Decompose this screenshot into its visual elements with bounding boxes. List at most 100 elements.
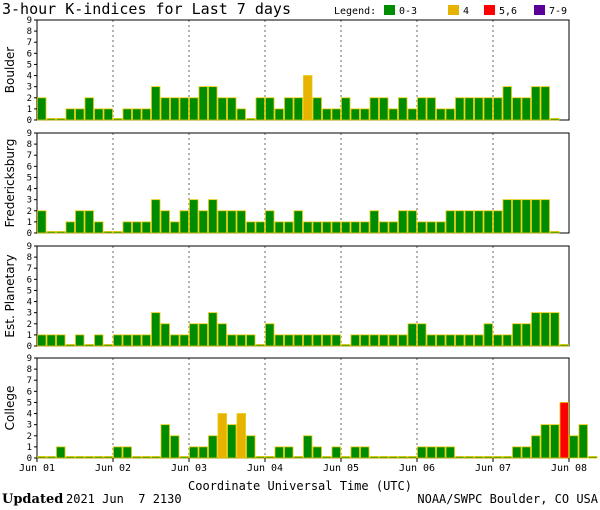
k-index-bar [198, 86, 208, 121]
y-tick-label: 6 [27, 275, 32, 285]
k-index-bar [274, 334, 284, 347]
k-index-bar [65, 456, 75, 459]
legend-swatch-1 [384, 5, 395, 15]
k-index-bar [369, 97, 379, 121]
k-index-bar [512, 446, 522, 459]
k-index-bar [407, 210, 417, 234]
y-tick-label: 1 [27, 105, 32, 115]
k-index-bar [398, 456, 408, 459]
k-index-bar [284, 97, 294, 121]
k-index-bar [350, 446, 360, 459]
k-index-bar [407, 108, 417, 121]
k-index-bar [75, 210, 85, 234]
k-index-bar [569, 435, 579, 459]
k-index-bar [170, 334, 180, 347]
k-index-bar [436, 108, 446, 121]
k-index-bar [445, 108, 455, 121]
x-tick-label: Jun 05 [323, 463, 359, 474]
k-index-bar [398, 97, 408, 121]
k-index-bar [189, 446, 199, 459]
y-tick-label: 4 [27, 72, 32, 82]
x-tick-label: Jun 02 [95, 463, 131, 474]
k-index-bar [151, 312, 161, 347]
y-tick-label: 9 [27, 242, 32, 252]
panel-frame [36, 245, 570, 347]
y-tick-label: 4 [27, 410, 32, 420]
k-index-bar [208, 199, 218, 234]
k-index-bar [417, 221, 427, 234]
k-index-bar [170, 97, 180, 121]
k-index-bar [208, 312, 218, 347]
k-index-bar [65, 221, 75, 234]
k-index-bar [407, 456, 417, 459]
y-tick-label: 8 [27, 27, 32, 37]
chart-title: 3-hour K-indices for Last 7 days [2, 0, 291, 18]
k-index-bar [388, 456, 398, 459]
k-index-bar [464, 334, 474, 347]
k-index-bar [103, 456, 113, 459]
k-index-bar [303, 75, 313, 121]
k-index-bar [436, 334, 446, 347]
panel-frame [36, 357, 570, 459]
k-index-bar [398, 334, 408, 347]
k-index-bar [312, 97, 322, 121]
k-index-bar [284, 334, 294, 347]
k-index-bar [151, 199, 161, 234]
k-index-bar [274, 221, 284, 234]
k-index-bar [331, 446, 341, 459]
k-index-bar [360, 446, 370, 459]
k-index-bar [94, 456, 104, 459]
k-index-bar [483, 210, 493, 234]
k-index-bar [179, 97, 189, 121]
k-index-bar [550, 231, 560, 234]
x-tick-label: Jun 07 [475, 463, 511, 474]
k-index-bar [540, 312, 550, 347]
k-index-bar [474, 334, 484, 347]
k-index-bar [198, 446, 208, 459]
k-index-bar [56, 334, 66, 347]
k-index-bar [493, 97, 503, 121]
k-index-bar [113, 446, 123, 459]
k-index-bar [246, 334, 256, 347]
k-index-bar [521, 97, 531, 121]
k-index-bar [493, 456, 503, 459]
k-index-bar [236, 108, 246, 121]
y-tick-label: 9 [27, 16, 32, 26]
y-tick-label: 0 [27, 454, 32, 464]
y-tick-label: 1 [27, 443, 32, 453]
k-index-bar [531, 312, 541, 347]
k-index-bar [103, 231, 113, 234]
y-tick-label: 2 [27, 432, 32, 442]
k-index-bar [417, 446, 427, 459]
k-index-bar [227, 424, 237, 459]
k-index-bar [445, 446, 455, 459]
station-label: Fredericksburg [3, 139, 17, 228]
source-text: NOAA/SWPC Boulder, CO USA [417, 492, 598, 506]
k-index-bar [236, 210, 246, 234]
k-index-bar [75, 334, 85, 347]
k-index-bar [426, 221, 436, 234]
station-label: Est. Planetary [3, 254, 17, 337]
x-tick-label: Jun 01 [19, 463, 55, 474]
y-tick-label: 9 [27, 354, 32, 364]
k-index-bar [369, 334, 379, 347]
k-index-bar [189, 323, 199, 347]
k-index-bar [284, 221, 294, 234]
k-index-bar [312, 334, 322, 347]
y-tick-label: 7 [27, 38, 32, 48]
k-index-bar [179, 334, 189, 347]
y-tick-label: 6 [27, 49, 32, 59]
k-index-bar [198, 210, 208, 234]
k-index-bar [160, 210, 170, 234]
k-index-bar [426, 97, 436, 121]
k-index-bar [521, 199, 531, 234]
k-index-bar [65, 108, 75, 121]
k-index-bar [455, 97, 465, 121]
k-index-bar [132, 221, 142, 234]
k-index-bar [113, 231, 123, 234]
y-tick-label: 3 [27, 309, 32, 319]
k-index-bar [531, 199, 541, 234]
